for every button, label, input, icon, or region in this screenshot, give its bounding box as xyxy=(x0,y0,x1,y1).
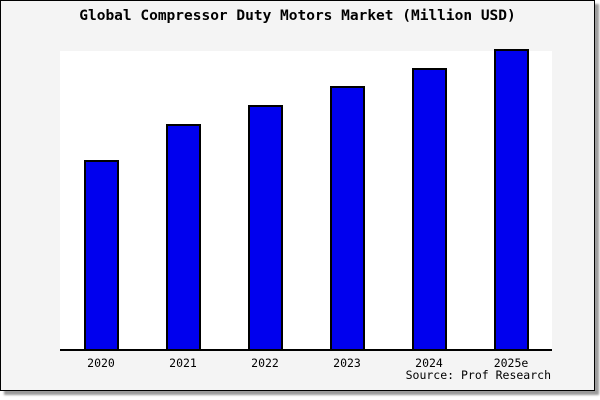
x-axis-labels: 2020 2021 2022 2023 2024 2025e xyxy=(60,356,552,370)
x-tick-label-2021: 2021 xyxy=(169,356,197,370)
bar-slot-2022 xyxy=(224,51,306,349)
bar-slot-2024 xyxy=(388,51,470,349)
bar-2020 xyxy=(83,160,119,349)
x-tick-label-2022: 2022 xyxy=(251,356,279,370)
bar-slot-2021 xyxy=(142,51,224,349)
chart-title: Global Compressor Duty Motors Market (Mi… xyxy=(79,8,516,24)
source-credit: Source: Prof Research xyxy=(405,368,551,382)
bar-slot-2023 xyxy=(306,51,388,349)
chart-container: Global Compressor Duty Motors Market (Mi… xyxy=(0,0,595,391)
bar-slot-2025e xyxy=(470,49,552,349)
x-tick-label-2023: 2023 xyxy=(333,356,361,370)
bar-2024 xyxy=(411,67,447,349)
x-tick-label-2024: 2024 xyxy=(415,356,443,370)
plot-area xyxy=(60,49,552,351)
x-tick-label-2025e: 2025e xyxy=(493,356,529,370)
bar-2025e xyxy=(493,49,529,349)
bar-2021 xyxy=(165,123,201,349)
bar-2022 xyxy=(247,104,283,349)
x-tick-label-2020: 2020 xyxy=(87,356,115,370)
bar-slot-2020 xyxy=(60,51,142,349)
bar-2023 xyxy=(329,85,365,349)
